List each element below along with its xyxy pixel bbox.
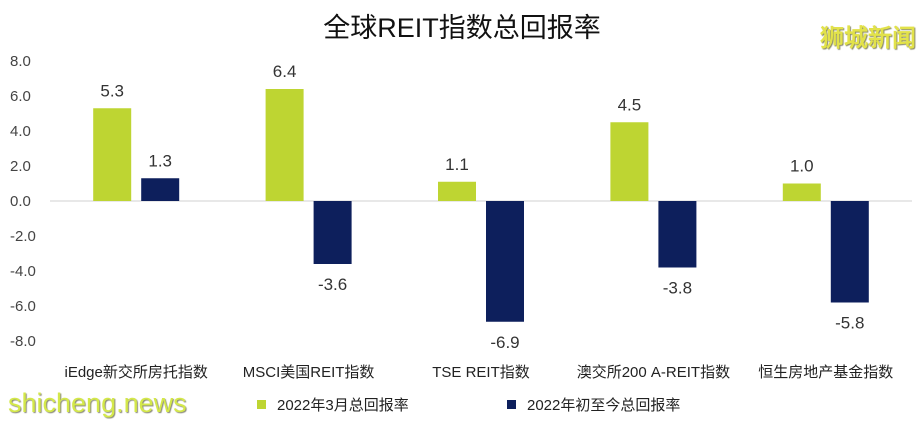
data-label: -6.9 <box>490 333 519 352</box>
bar-ytd <box>830 201 869 303</box>
y-tick-label: -4.0 <box>10 263 36 280</box>
bar-march <box>782 183 821 201</box>
bar-march <box>265 89 304 201</box>
data-label: 5.3 <box>100 81 124 100</box>
y-tick-label: -6.0 <box>10 298 36 315</box>
watermark-bottom: shicheng.news <box>8 388 187 418</box>
data-label: 6.4 <box>273 62 297 81</box>
data-label: 1.1 <box>445 155 469 174</box>
y-tick-label: 2.0 <box>10 158 31 175</box>
watermark-top: 狮城新闻 <box>820 25 916 52</box>
bar-march <box>610 122 649 201</box>
data-label: 1.3 <box>148 151 172 170</box>
x-tick-label: MSCI美国REIT指数 <box>243 364 375 381</box>
bar-march <box>93 108 132 201</box>
x-tick-label: 澳交所200 A-REIT指数 <box>577 363 730 381</box>
y-tick-label: 4.0 <box>10 123 31 140</box>
legend-swatch <box>507 400 516 409</box>
data-label: 4.5 <box>618 95 642 114</box>
data-label: -5.8 <box>835 314 864 333</box>
legend-label: 2022年3月总回报率 <box>277 397 409 414</box>
chart-title: 全球REIT指数总回报率 <box>323 13 601 43</box>
x-tick-label: iEdge新交所房托指数 <box>65 363 208 381</box>
legend-label: 2022年初至今总回报率 <box>527 397 680 414</box>
y-tick-label: 6.0 <box>10 88 31 105</box>
bar-ytd <box>658 201 697 268</box>
bar-march <box>438 181 476 201</box>
y-tick-label: 8.0 <box>10 53 31 70</box>
legend-swatch <box>257 400 266 409</box>
bar-ytd <box>313 201 352 264</box>
y-tick-label: -2.0 <box>10 228 36 245</box>
y-tick-label: 0.0 <box>10 193 31 210</box>
data-label: -3.6 <box>318 275 347 294</box>
data-label: -3.8 <box>663 279 692 298</box>
data-label: 1.0 <box>790 157 814 176</box>
bar-ytd <box>141 178 180 201</box>
bar-ytd <box>486 201 524 322</box>
y-tick-label: -8.0 <box>10 333 36 350</box>
x-tick-label: TSE REIT指数 <box>432 364 530 381</box>
x-tick-label: 恒生房地产基金指数 <box>758 364 893 381</box>
